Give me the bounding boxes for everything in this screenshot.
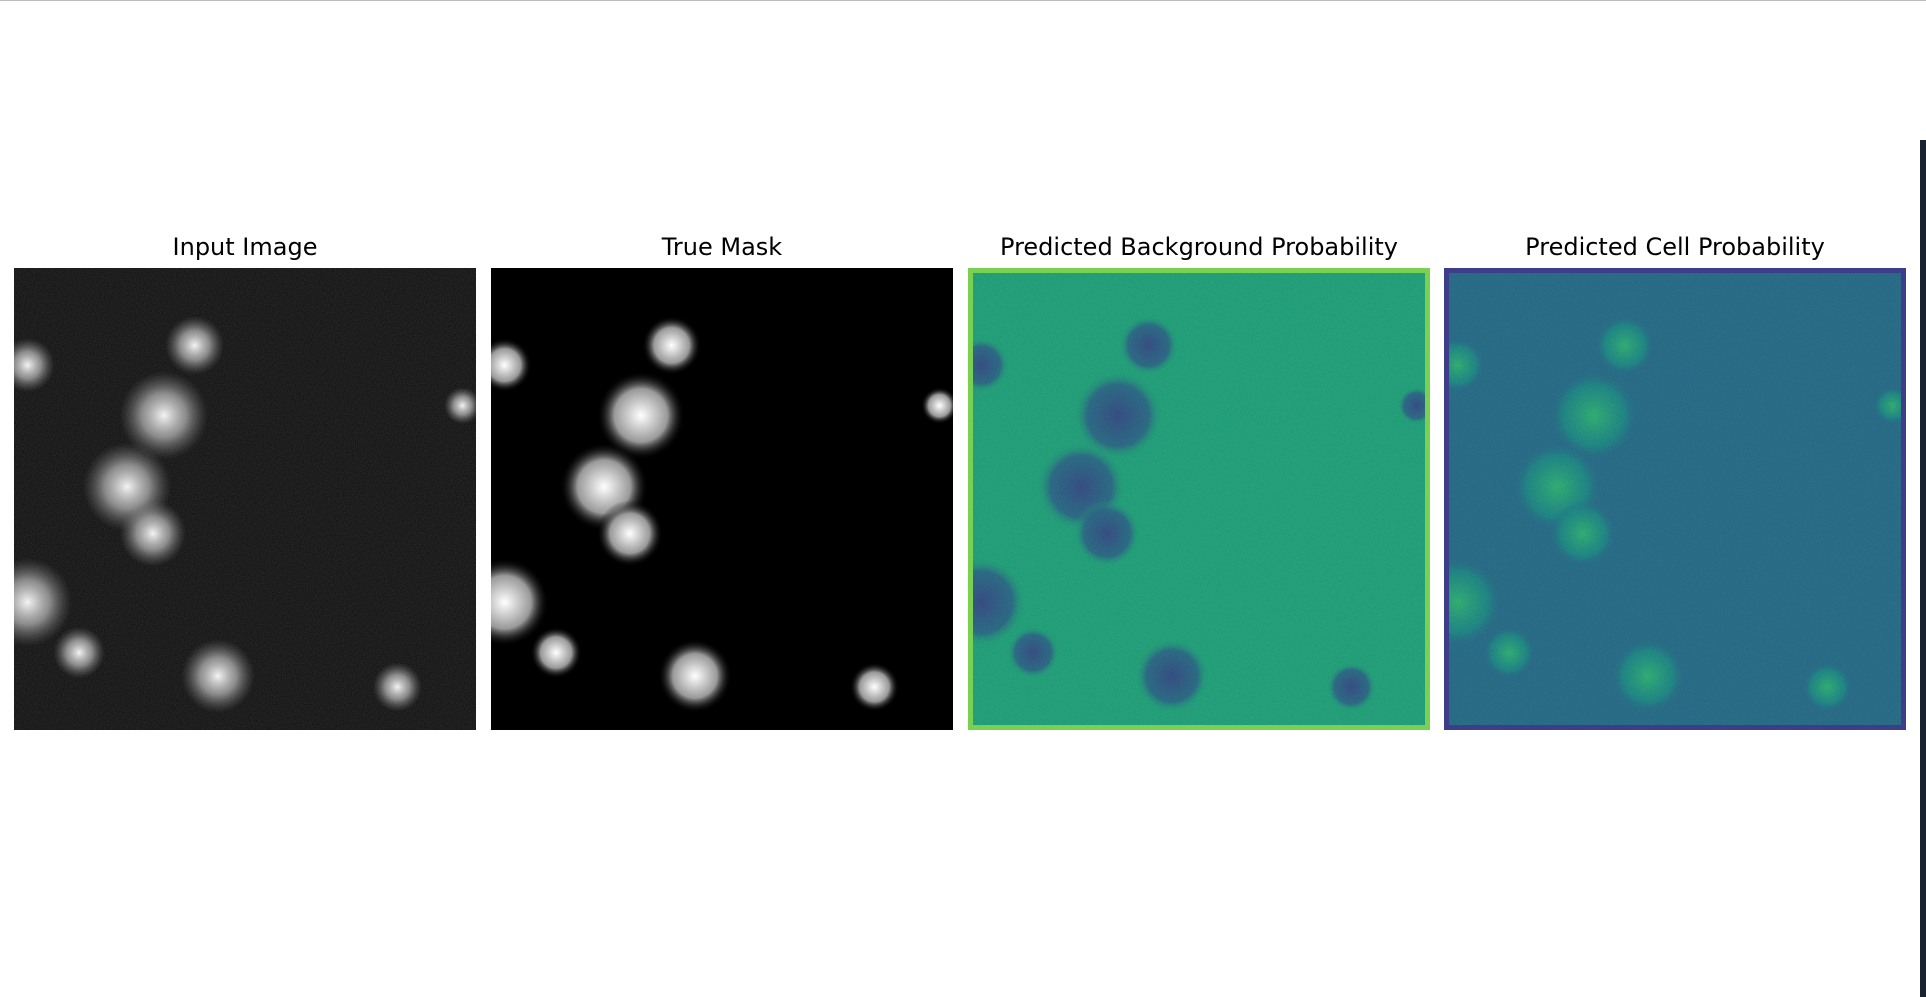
cell-blob xyxy=(596,371,686,460)
cell-blob xyxy=(372,662,422,712)
cell-blob xyxy=(921,387,953,425)
image-grain xyxy=(968,268,1430,730)
panel-title: Input Image xyxy=(173,233,318,261)
panel-image xyxy=(968,268,1430,730)
panel-image xyxy=(491,268,953,730)
cell-blob xyxy=(14,338,55,393)
cell-blob xyxy=(491,557,549,647)
panel-image xyxy=(1444,268,1906,730)
cell-blob xyxy=(642,315,702,375)
panel-title: Predicted Background Probability xyxy=(1000,233,1398,261)
cell-blob xyxy=(658,639,732,713)
cell-blob xyxy=(119,371,209,460)
cell-blob xyxy=(849,662,899,712)
panel-title: Predicted Cell Probability xyxy=(1525,233,1825,261)
cell-blob xyxy=(596,500,664,567)
cell-blob xyxy=(119,500,187,567)
cell-blob xyxy=(444,387,476,425)
image-grain xyxy=(1444,268,1906,730)
edge-strip xyxy=(1920,140,1926,997)
panel-border xyxy=(1444,268,1906,730)
cell-blob xyxy=(530,626,582,679)
cell-blob xyxy=(181,639,255,713)
cell-blob xyxy=(14,557,72,647)
cell-blob xyxy=(491,338,532,393)
panel-title: True Mask xyxy=(661,233,783,261)
panel-image xyxy=(14,268,476,730)
cell-blob xyxy=(53,626,105,679)
cell-blob xyxy=(165,315,225,375)
panel-border xyxy=(968,268,1430,730)
